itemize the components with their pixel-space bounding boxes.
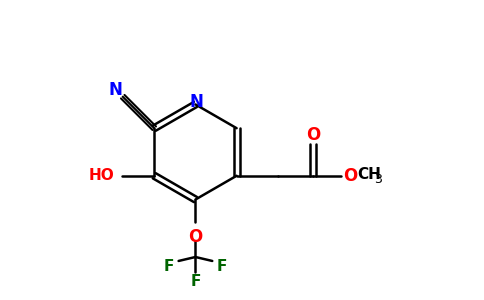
Text: F: F xyxy=(217,260,227,274)
Text: HO: HO xyxy=(89,168,115,183)
Text: N: N xyxy=(109,81,123,99)
Text: N: N xyxy=(190,93,203,111)
Text: O: O xyxy=(188,228,203,246)
Text: CH: CH xyxy=(358,167,381,182)
Text: 3: 3 xyxy=(374,173,382,186)
Text: O: O xyxy=(306,126,320,144)
Text: F: F xyxy=(164,260,174,274)
Text: F: F xyxy=(190,274,201,289)
Text: O: O xyxy=(344,167,358,185)
